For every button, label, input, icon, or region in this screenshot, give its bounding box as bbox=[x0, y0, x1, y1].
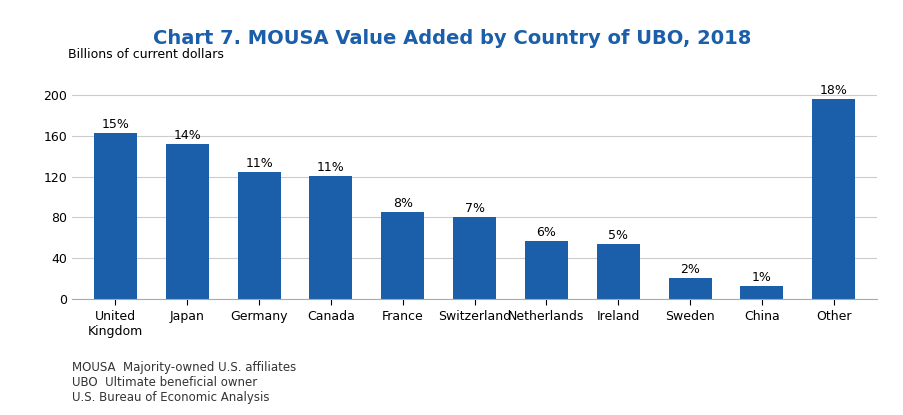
Text: Billions of current dollars: Billions of current dollars bbox=[69, 48, 224, 61]
Bar bbox=[525, 241, 567, 299]
Text: 6%: 6% bbox=[535, 226, 555, 239]
Text: Chart 7. MOUSA Value Added by Country of UBO, 2018: Chart 7. MOUSA Value Added by Country of… bbox=[153, 29, 750, 48]
Bar bbox=[740, 286, 783, 299]
Text: 1%: 1% bbox=[751, 271, 771, 283]
Text: 8%: 8% bbox=[392, 197, 413, 210]
Text: 5%: 5% bbox=[608, 229, 628, 242]
Text: 11%: 11% bbox=[317, 161, 344, 173]
Bar bbox=[596, 244, 639, 299]
Bar bbox=[811, 99, 854, 299]
Text: 7%: 7% bbox=[464, 202, 484, 215]
Bar bbox=[165, 144, 209, 299]
Bar bbox=[668, 278, 711, 299]
Text: 15%: 15% bbox=[101, 118, 129, 131]
Bar bbox=[94, 133, 137, 299]
Text: 14%: 14% bbox=[173, 129, 200, 142]
Bar bbox=[452, 217, 496, 299]
Text: MOUSA  Majority-owned U.S. affiliates
UBO  Ultimate beneficial owner
U.S. Bureau: MOUSA Majority-owned U.S. affiliates UBO… bbox=[72, 361, 296, 404]
Text: 18%: 18% bbox=[819, 84, 847, 97]
Text: 2%: 2% bbox=[679, 264, 699, 276]
Bar bbox=[381, 212, 424, 299]
Bar bbox=[309, 176, 352, 299]
Text: 11%: 11% bbox=[245, 157, 273, 171]
Bar bbox=[237, 173, 280, 299]
